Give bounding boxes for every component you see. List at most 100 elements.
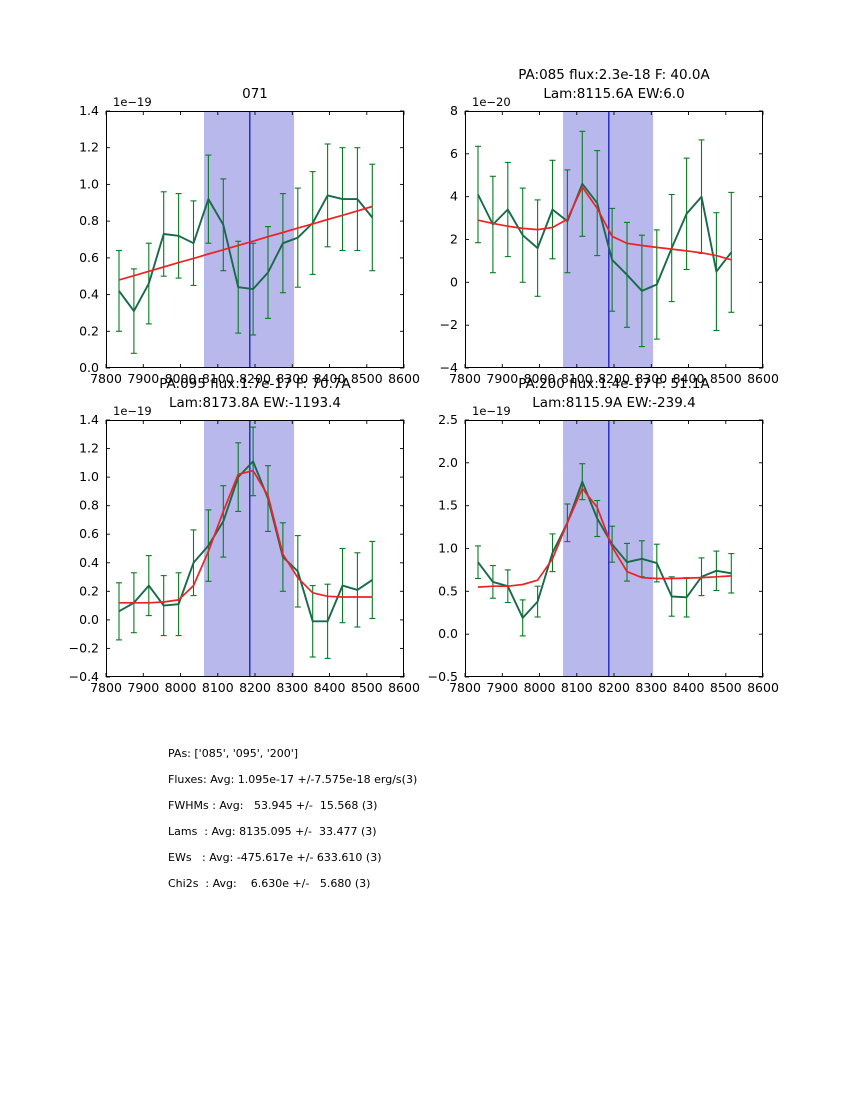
y-tick-label: 8 [450,103,458,118]
y-tick-label: 6 [450,146,458,161]
x-tick-label: 7900 [127,680,159,695]
y-tick-label: 1.0 [438,541,458,556]
summary-fwhms: FWHMs : Avg: 53.945 +/- 15.568 (3) [168,799,378,812]
x-tick-label: 7800 [90,371,122,386]
x-tick-label: 8200 [598,371,630,386]
y-tick-label: 0.0 [79,612,99,627]
axes-canvas: 7800 7900 8000 8100 8200 8300 8400 8500 8600 −0.4… [69,412,420,695]
subplot-title: 071 [65,66,445,104]
x-tick-label: 8600 [388,371,420,386]
y-tick-label: 0.8 [79,498,99,513]
x-tick-label: 8600 [747,371,779,386]
statistics-summary: PAs: ['085', '095', '200'] Fluxes: Avg: … [168,741,417,897]
x-tick-label: 8200 [598,680,630,695]
y-tick-label: 0.5 [438,583,458,598]
x-tick-label: 8200 [239,371,271,386]
summary-ews: EWs : Avg: -475.617e +/- 633.610 (3) [168,851,382,864]
title-line-2: Lam:8173.8A EW:-1193.4 [169,395,341,411]
y-tick-label: 0 [450,274,458,289]
summary-chi2s: Chi2s : Avg: 6.630e +/- 5.680 (3) [168,877,371,890]
summary-pas: PAs: ['085', '095', '200'] [168,747,299,760]
y-tick-label: 0.2 [79,583,99,598]
y-tick-label: 0.0 [79,360,99,375]
y-tick-label: 1.4 [79,412,99,427]
x-tick-label: 8400 [673,371,705,386]
axis-ticks [464,419,764,678]
y-tick-label: 0.6 [79,250,99,265]
x-tick-label: 8600 [388,680,420,695]
x-tick-label: 8300 [276,371,308,386]
y-tick-label: 2.5 [438,412,458,427]
fit-window-band [204,111,295,368]
y-tick-label: 4 [450,189,458,204]
axis-ticks [105,419,405,678]
y-tick-label: 2 [450,232,458,247]
axes-canvas: 7800 7900 8000 8100 8200 8300 8400 8500 8600 −0.5… [428,412,779,695]
x-tick-label: 8200 [239,680,271,695]
title-line-2: Lam:8115.9A EW:-239.4 [532,395,696,411]
spectrum-line [477,182,733,292]
subplot-top-left: 071 1e−19 7800 7900 8000 8100 8200 8300 8400 85… [79,86,420,386]
x-tick-label: 8300 [635,680,667,695]
title-line-1: PA:085 flux:2.3e-18 F: 40.0A [518,67,710,83]
x-tick-label: 7900 [486,680,518,695]
axis-ticks [105,110,405,369]
x-tick-label: 8600 [747,680,779,695]
summary-fluxes: Fluxes: Avg: 1.095e-17 +/-7.575e-18 erg/… [168,773,418,786]
fit-line [119,469,373,604]
y-tick-label: 0.0 [438,626,458,641]
y-tick-label: 0.6 [79,526,99,541]
y-tick-label: 1.0 [79,469,99,484]
subplot-bottom-left: PA:095 flux:1.7e-17 F: 70.7A Lam:8173.8A… [69,376,420,695]
axes-canvas: 7800 7900 8000 8100 8200 8300 8400 8500 8600 0.0 0… [79,103,420,386]
x-tick-label: 7800 [90,680,122,695]
x-tick-label: 8000 [524,680,556,695]
y-tick-label: 0.4 [79,287,99,302]
subplot-title: PA:200 flux:1.4e-17 F: 51.1A Lam:8115.9A… [424,375,804,413]
x-tick-label: 8100 [561,371,593,386]
x-tick-label: 8400 [314,371,346,386]
y-tick-label: 0.8 [79,213,99,228]
x-tick-label: 8100 [202,371,234,386]
x-tick-label: 8100 [561,680,593,695]
fit-line [477,487,732,588]
y-tick-label: 0.2 [79,323,99,338]
x-tick-label: 8500 [351,371,383,386]
y-tick-label: −0.2 [69,640,99,655]
subplot-title: PA:085 flux:2.3e-18 F: 40.0A Lam:8115.6A… [424,66,804,104]
y-axis-offset-label: 1e−20 [472,95,511,109]
spectrum-line [118,194,374,313]
x-tick-label: 8500 [710,680,742,695]
x-tick-label: 8000 [165,680,197,695]
x-tick-label: 7900 [127,371,159,386]
y-tick-label: 0.4 [79,555,99,570]
x-tick-label: 7900 [486,371,518,386]
spectrum-line [477,480,732,619]
subplot-title: PA:095 flux:1.7e-17 F: 70.7A Lam:8173.8A… [65,375,445,413]
x-tick-label: 8400 [314,680,346,695]
axis-ticks [464,110,764,369]
y-tick-label: −2 [440,317,458,332]
y-tick-label: −4 [440,360,458,375]
title-line-2: Lam:8115.6A EW:6.0 [543,86,685,102]
y-axis-offset-label: 1e−19 [113,404,152,418]
y-tick-label: 2.0 [438,455,458,470]
subplot-top-right: PA:085 flux:2.3e-18 F: 40.0A Lam:8115.6A… [440,67,779,386]
x-tick-label: 8400 [673,680,705,695]
title-line-1 [65,66,445,85]
y-tick-label: 1.4 [79,103,99,118]
x-tick-label: 8000 [524,371,556,386]
fit-line [118,205,373,281]
y-tick-label: 1.2 [79,441,99,456]
x-tick-label: 8300 [635,371,667,386]
x-tick-label: 8500 [710,371,742,386]
y-axis-offset-label: 1e−19 [472,404,511,418]
y-tick-label: −0.4 [69,669,99,684]
y-tick-label: 1.5 [438,498,458,513]
subplot-bottom-right: PA:200 flux:1.4e-17 F: 51.1A Lam:8115.9A… [428,376,779,695]
y-tick-label: −0.5 [428,669,458,684]
title-line-1: PA:200 flux:1.4e-17 F: 51.1A [518,376,710,392]
axes-canvas: 7800 7900 8000 8100 8200 8300 8400 8500 8600 −4 −2… [440,103,779,386]
x-tick-label: 7800 [449,680,481,695]
